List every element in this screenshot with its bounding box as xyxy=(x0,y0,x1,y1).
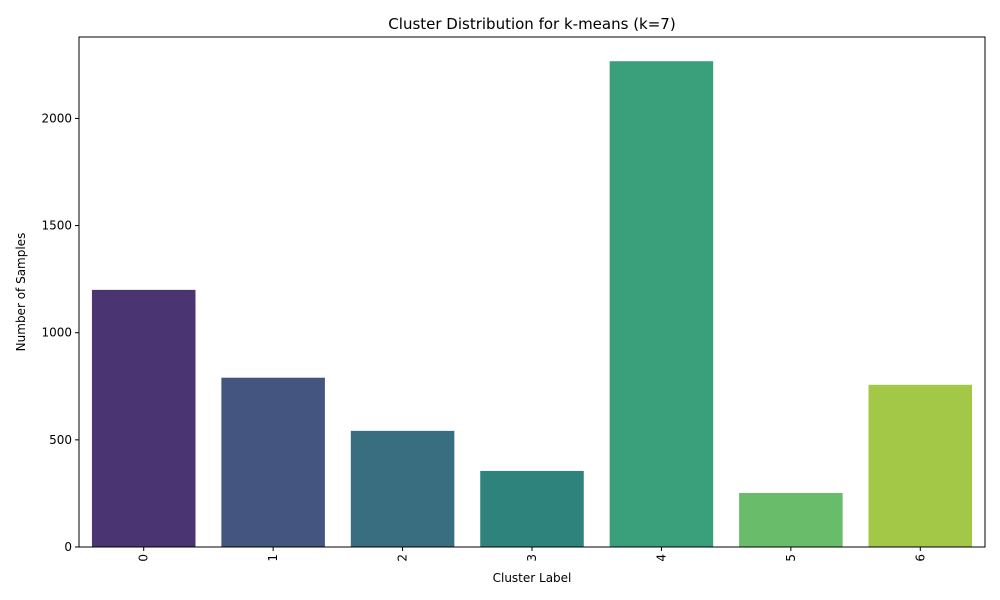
x-tick-label: 4 xyxy=(654,554,668,562)
bar-cluster-4 xyxy=(609,61,714,547)
bar-cluster-0 xyxy=(91,289,196,547)
chart-title: Cluster Distribution for k-means (k=7) xyxy=(388,15,675,33)
bar-cluster-6 xyxy=(868,384,973,547)
x-tick-label: 3 xyxy=(525,554,539,562)
y-axis-label: Number of Samples xyxy=(14,233,28,352)
x-tick-label: 2 xyxy=(396,554,410,562)
bar-cluster-1 xyxy=(221,377,325,547)
x-tick-label: 5 xyxy=(784,554,798,562)
x-axis-label: Cluster Label xyxy=(493,571,572,585)
x-tick-label: 1 xyxy=(266,554,280,562)
bars-layer xyxy=(91,61,973,547)
x-tick-label: 0 xyxy=(137,554,151,562)
y-tick-label: 500 xyxy=(49,433,72,447)
x-tick-label: 6 xyxy=(913,554,927,562)
bar-cluster-3 xyxy=(480,470,584,547)
y-tick-label: 1000 xyxy=(41,326,72,340)
y-tick-label: 0 xyxy=(64,540,72,554)
x-axis-ticks: 0 1 2 3 4 5 6 xyxy=(137,547,927,562)
y-axis-ticks: 0 500 1000 1500 2000 xyxy=(41,111,79,554)
y-tick-label: 1500 xyxy=(41,219,72,233)
y-tick-label: 2000 xyxy=(41,111,72,125)
bar-cluster-2 xyxy=(350,430,455,547)
plot-frame xyxy=(78,36,986,548)
bar-cluster-5 xyxy=(739,493,843,547)
